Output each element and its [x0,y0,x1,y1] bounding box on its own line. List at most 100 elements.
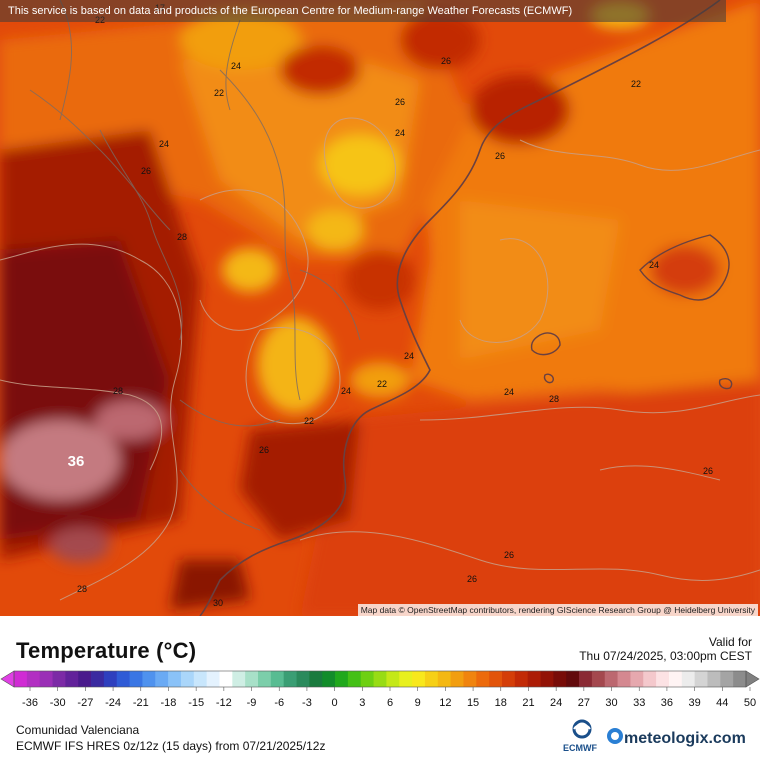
colorbar-cell [733,671,747,687]
colorbar-tick-label: -18 [161,697,177,709]
colorbar-cell [258,671,272,687]
colorbar-tick-label: 3 [359,697,365,709]
valid-time: Thu 07/24/2025, 03:00pm CEST [579,649,752,663]
color-scale: -36 -30 -27 -24 -21 -18 -15 -12 -9 -6 -3 0 3 6 9 12 15 18… [0,670,760,709]
colorbar-cell [668,671,683,687]
colorbar-cell [540,671,554,687]
colorbar-cell [283,671,297,687]
contour-label: 26 [141,166,151,176]
colorbar-cell [502,671,516,687]
colorbar-tick-label: 33 [633,697,645,709]
temperature-map[interactable]: 22 24 22 26 24 24 26 26 22 26 24 28 24 2… [0,0,760,616]
colorbar-cell [206,671,220,687]
colorbar-cell [424,671,439,687]
contour-label: 26 [259,445,269,455]
colorbar-tick-label: -12 [216,697,232,709]
colorbar-cell [360,671,374,687]
contour-label: 28 [77,584,87,594]
colorbar-tick-label: 44 [716,697,728,709]
colorbar-tick-label: 27 [578,697,590,709]
coastline [199,0,721,616]
colorbar-cell [155,671,169,687]
colorbar-cell [399,671,413,687]
ecmwf-logo-icon [572,719,592,739]
colorbar-cell [347,671,362,687]
valid-label: Valid for [708,635,752,649]
colorbar-cell [656,671,670,687]
colorbar-cell [39,671,53,687]
region-name: Comunidad Valenciana [16,723,140,737]
colorbar-tick-label: -15 [188,697,204,709]
colorbar-cell [373,671,387,687]
contour-label: 22 [304,416,314,426]
colorbar-cell [335,671,349,687]
max-temp-label: 36 [68,453,85,470]
contour-label: 24 [231,61,241,71]
colorbar-frame [13,670,747,688]
meteologix-logo-icon [607,728,623,744]
colorbar-cell [142,671,156,687]
contour-label: 24 [504,387,514,397]
contour-label: 22 [377,379,387,389]
colorbar-cell [103,671,118,687]
ecmwf-logo-text: ECMWF [563,743,597,753]
contour-label: 24 [649,260,659,270]
colorbar-cell [270,671,285,687]
colorbar-cell [386,671,400,687]
contour-label: 28 [549,394,559,404]
colorbar-cell [681,671,696,687]
colorbar-tick-label: -6 [274,697,284,709]
colorbar-cell [219,671,233,687]
colorbar-cell [630,671,644,687]
contour-label: 24 [159,139,169,149]
contour-label: 28 [113,386,123,396]
contour-label: 26 [495,151,505,161]
colorbar-cell [116,671,130,687]
contour-label: 26 [504,550,514,560]
isotherm-contours [0,117,760,601]
colorbar-cell [643,671,657,687]
colorbar-cell [579,671,593,687]
colorbar-cell [26,671,41,687]
colorbar-cell [296,671,310,687]
colorbar-cell [617,671,631,687]
colorbar-cell [232,671,246,687]
colorbar-cell [437,671,452,687]
colorbar-cell [412,671,426,687]
colorbar-tick-label: -3 [302,697,312,709]
colorbar-cell [463,671,477,687]
balearic-islands [530,234,733,390]
colorbar-tick-label: -27 [77,697,93,709]
colorbar-tick-label: 24 [550,697,562,709]
colorbar-cell [476,671,490,687]
colorbar-cell [14,671,28,687]
contour-label: 26 [395,97,405,107]
colorbar-tick-label: -9 [247,697,257,709]
legend-panel: Temperature (°C) Valid for Thu 07/24/202… [0,616,760,760]
contour-label: 24 [341,386,351,396]
colorbar-cell [193,671,208,687]
colorbar-max-arrow [745,670,760,688]
colorbar-tick-label: -36 [22,697,38,709]
colorbar-tick-label: 21 [522,697,534,709]
colorbar-cell [553,671,567,687]
colorbar-cell [129,671,143,687]
contour-label: 24 [395,128,405,138]
contour-label: 22 [214,88,224,98]
contour-label: 26 [467,574,477,584]
colorbar-tick-label: 6 [387,697,393,709]
contour-label: 24 [404,351,414,361]
colorbar-cell [604,671,618,687]
colorbar-tick-label: -24 [105,697,121,709]
colorbar-tick-label: 15 [467,697,479,709]
colorbar-tick-label: 36 [661,697,673,709]
meteologix-brand[interactable]: meteologix.com [624,730,746,747]
colorbar-tick-label: 50 [744,697,756,709]
colorbar-tick-label: 30 [605,697,617,709]
map-attribution[interactable]: Map data © OpenStreetMap contributors, r… [357,604,758,616]
colorbar-tick-label: 9 [415,697,421,709]
colorbar-tick-label: -30 [50,697,66,709]
contour-label: 22 [631,79,641,89]
colorbar-cell [591,671,606,687]
colorbar-cell [720,671,734,687]
